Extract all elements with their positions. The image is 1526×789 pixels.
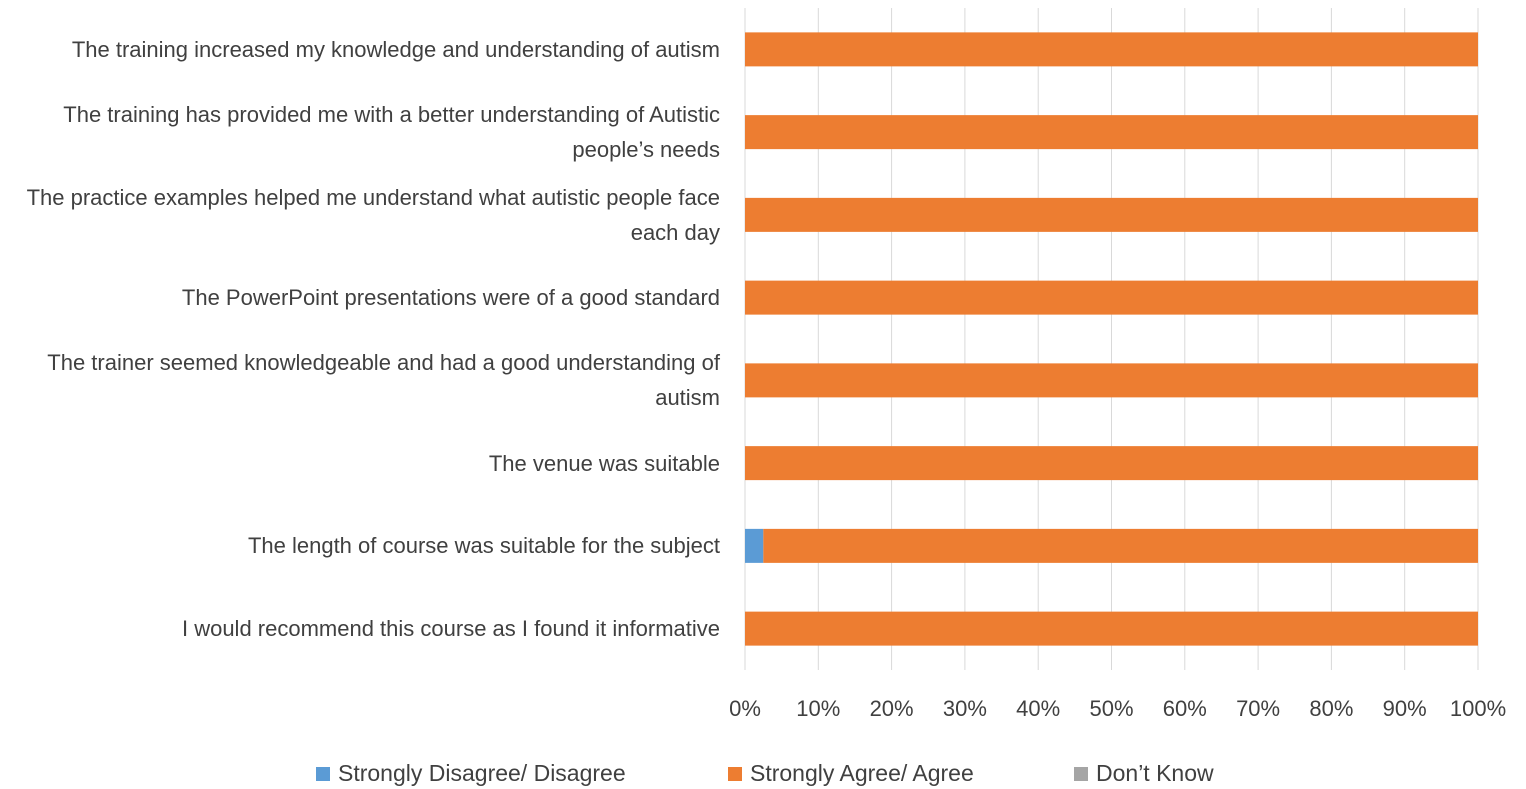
x-tick-label: 100% <box>1449 696 1507 721</box>
legend-swatch <box>316 766 330 781</box>
y-tick-label: The trainer seemed knowledgeable and had… <box>47 350 720 411</box>
x-tick-label: 70% <box>1236 696 1281 721</box>
x-tick-label: 60% <box>1162 696 1207 721</box>
x-tick-label: 90% <box>1382 696 1427 721</box>
bar-segment <box>745 32 1478 67</box>
x-tick-label: 10% <box>796 696 841 721</box>
x-tick-label: 0% <box>729 696 761 721</box>
bar-segment <box>763 528 1478 563</box>
bar-segment <box>745 363 1478 398</box>
y-tick-label: I would recommend this course as I found… <box>181 616 720 642</box>
legend-label: Strongly Disagree/ Disagree <box>338 760 626 786</box>
legend-item: Strongly Agree/ Agree <box>728 760 974 787</box>
y-tick-label: The training increased my knowledge and … <box>71 36 720 62</box>
bar-segment <box>745 115 1478 150</box>
legend-item: Strongly Disagree/ Disagree <box>316 760 626 787</box>
bar-segment <box>745 528 764 563</box>
x-tick-label: 80% <box>1309 696 1354 721</box>
x-tick-label: 50% <box>1089 696 1134 721</box>
bar-segment <box>745 280 1478 315</box>
legend-label: Don’t Know <box>1096 760 1214 786</box>
y-tick-label: The venue was suitable <box>488 450 720 476</box>
y-tick-label: The length of course was suitable for th… <box>247 533 720 559</box>
bar-segment <box>745 611 1478 646</box>
legend-swatch <box>728 766 742 781</box>
legend-label: Strongly Agree/ Agree <box>750 760 974 786</box>
bar-segment <box>745 446 1478 481</box>
y-tick-label: The PowerPoint presentations were of a g… <box>181 285 720 311</box>
y-tick-label: The training has provided me with a bett… <box>63 102 720 163</box>
y-tick-label: The practice examples helped me understa… <box>26 184 720 245</box>
x-tick-label: 30% <box>942 696 987 721</box>
legend-swatch <box>1074 766 1088 781</box>
legend-item: Don’t Know <box>1074 760 1214 787</box>
x-tick-label: 20% <box>869 696 914 721</box>
bar-segment <box>745 197 1478 232</box>
x-tick-label: 40% <box>1016 696 1061 721</box>
